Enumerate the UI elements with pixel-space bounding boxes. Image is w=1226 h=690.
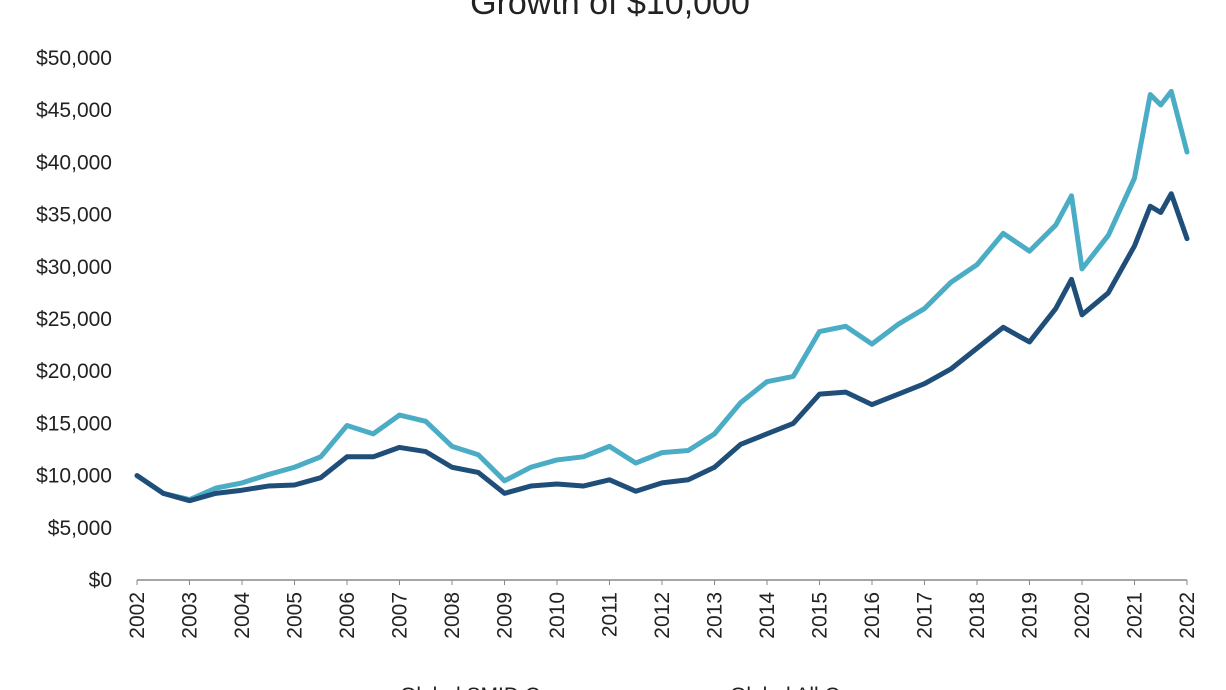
x-tick-label: 2012 xyxy=(651,592,674,639)
y-tick-label: $5,000 xyxy=(48,517,112,540)
x-tick-label: 2016 xyxy=(861,592,884,639)
x-tick-label: 2011 xyxy=(599,592,622,637)
series-line xyxy=(134,191,1190,504)
x-tick-label: 2002 xyxy=(126,592,149,639)
y-tick-label: $45,000 xyxy=(36,99,112,122)
y-tick-label: $20,000 xyxy=(36,360,112,383)
x-tick-label: 2013 xyxy=(704,592,727,639)
x-tick-label: 2017 xyxy=(914,592,937,639)
series-line xyxy=(134,88,1190,503)
x-tick-label: 2003 xyxy=(179,592,202,639)
x-tick-label: 2008 xyxy=(441,592,464,639)
x-tick-label: 2010 xyxy=(546,592,569,639)
x-tick-label: 2005 xyxy=(284,592,307,639)
x-tick-label: 2009 xyxy=(494,592,517,639)
y-tick-label: $10,000 xyxy=(36,465,112,488)
x-tick-label: 2014 xyxy=(756,592,779,639)
x-tick-label: 2004 xyxy=(231,592,254,639)
y-tick-label: $40,000 xyxy=(36,151,112,174)
x-tick-label: 2015 xyxy=(809,592,832,639)
y-tick-label: $35,000 xyxy=(36,204,112,227)
x-tick-label: 2018 xyxy=(966,592,989,639)
x-tick-label: 2019 xyxy=(1019,592,1042,639)
chart-title: Growth of $10,000 xyxy=(470,0,750,22)
x-tick-label: 2020 xyxy=(1071,592,1094,639)
x-tick-label: 2006 xyxy=(336,592,359,639)
x-tick-label: 2007 xyxy=(389,592,412,639)
y-tick-label: $0 xyxy=(89,569,112,592)
y-tick-label: $15,000 xyxy=(36,412,112,435)
y-tick-label: $30,000 xyxy=(36,256,112,279)
y-tick-label: $25,000 xyxy=(36,308,112,331)
x-tick-label: 2021 xyxy=(1124,592,1147,639)
legend-label: Global All Cap xyxy=(730,684,863,690)
x-tick-label: 2022 xyxy=(1176,592,1199,639)
legend-label: Global SMID Cap xyxy=(400,684,563,690)
y-tick-label: $50,000 xyxy=(36,47,112,70)
